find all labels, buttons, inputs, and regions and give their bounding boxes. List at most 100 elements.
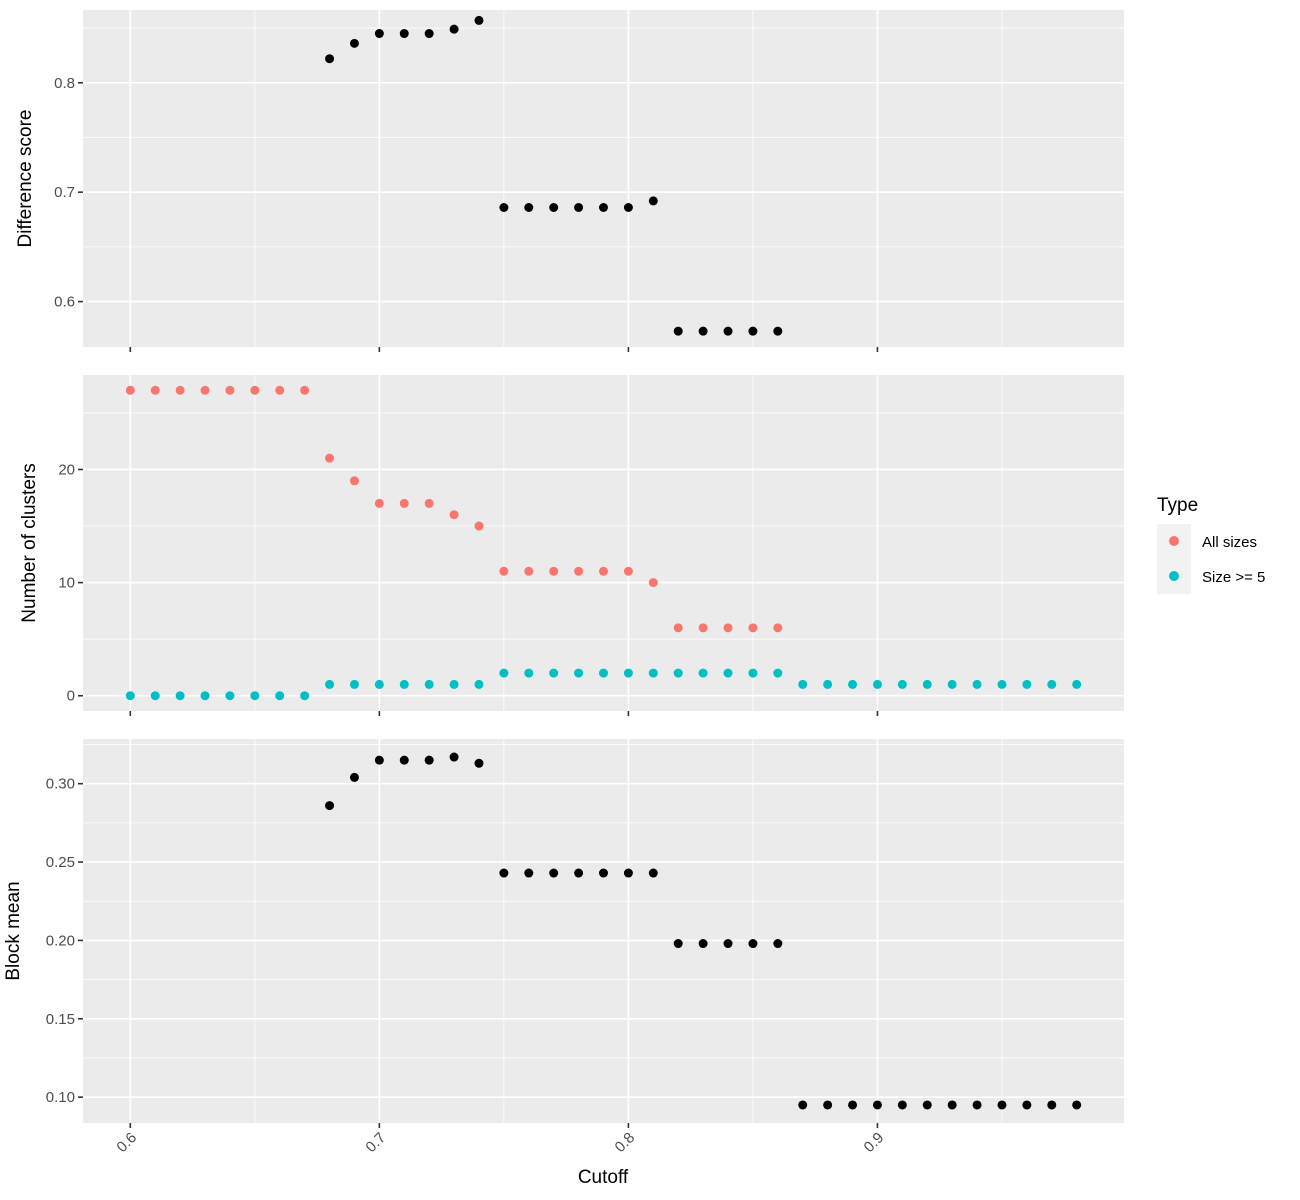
data-point: [325, 801, 335, 811]
data-point: [798, 679, 808, 689]
data-point: [449, 752, 459, 762]
y-tick-label: 20: [58, 461, 75, 478]
data-point: [723, 326, 733, 336]
data-point: [399, 29, 409, 39]
data-point: [997, 1100, 1007, 1110]
data-point: [1072, 1100, 1082, 1110]
data-point: [349, 476, 359, 486]
data-point: [623, 668, 633, 678]
data-point: [947, 1100, 957, 1110]
data-point: [524, 566, 534, 576]
legend-title: Type: [1157, 495, 1198, 516]
x-tick-label: 0.9: [861, 1129, 888, 1156]
data-point: [449, 24, 459, 34]
data-point: [1047, 679, 1057, 689]
panel-background: [83, 10, 1124, 347]
data-point: [748, 668, 758, 678]
data-point: [374, 755, 384, 765]
data-point: [424, 755, 434, 765]
data-point: [698, 623, 708, 633]
data-point: [723, 939, 733, 949]
data-point: [1022, 679, 1032, 689]
data-point: [524, 868, 534, 878]
data-point: [349, 772, 359, 782]
panel-1: 0.6 0.7 0.8 Difference score: [15, 10, 1124, 352]
data-point: [972, 1100, 982, 1110]
data-point: [574, 566, 584, 576]
panel-background: [83, 739, 1124, 1123]
data-point: [574, 202, 584, 212]
data-point: [574, 668, 584, 678]
data-point: [449, 679, 459, 689]
data-point: [300, 691, 310, 701]
data-point: [648, 868, 658, 878]
legend-key-all-sizes: [1169, 536, 1179, 546]
data-point: [848, 1100, 858, 1110]
data-point: [897, 679, 907, 689]
y-tick-label: 0.30: [46, 776, 75, 793]
data-point: [673, 326, 683, 336]
data-point: [872, 1100, 882, 1110]
y-tick-label: 0: [67, 688, 75, 705]
data-point: [474, 15, 484, 25]
data-point: [823, 679, 833, 689]
data-point: [648, 668, 658, 678]
data-point: [524, 668, 534, 678]
y-tick-label: 10: [58, 575, 75, 592]
data-point: [250, 691, 260, 701]
panel-background: [83, 375, 1124, 711]
data-point: [773, 939, 783, 949]
data-point: [599, 868, 608, 878]
data-point: [773, 326, 783, 336]
legend-key-size-ge-5: [1169, 571, 1179, 581]
data-point: [773, 623, 783, 633]
data-point: [599, 566, 608, 576]
data-point: [972, 679, 982, 689]
series-all-sizes: [125, 385, 783, 633]
data-point: [723, 623, 733, 633]
y-axis-title: Difference score: [15, 110, 36, 248]
data-point: [823, 1100, 833, 1110]
data-point: [648, 578, 658, 588]
data-point: [673, 623, 683, 633]
data-point: [424, 498, 434, 508]
data-point: [723, 668, 733, 678]
data-point: [748, 326, 758, 336]
data-point: [997, 679, 1007, 689]
data-point: [275, 691, 285, 701]
data-point: [673, 939, 683, 949]
data-point: [798, 1100, 808, 1110]
series-size-5: [125, 668, 1082, 701]
legend-label-size-ge-5: Size >= 5: [1202, 569, 1265, 586]
data-point: [698, 939, 708, 949]
data-point: [349, 679, 359, 689]
data-point: [947, 679, 957, 689]
x-tick-label: 0.6: [113, 1129, 140, 1156]
x-tick-label: 0.8: [612, 1129, 639, 1156]
y-tick-label: 0.15: [46, 1011, 75, 1028]
legend-label-all-sizes: All sizes: [1202, 534, 1257, 551]
data-point: [623, 566, 633, 576]
data-point: [150, 385, 160, 395]
data-point: [325, 54, 335, 64]
data-point: [325, 679, 335, 689]
series-points: [325, 15, 783, 336]
data-point: [623, 868, 633, 878]
data-point: [474, 758, 484, 768]
data-point: [1072, 679, 1082, 689]
data-point: [623, 202, 633, 212]
data-point: [773, 668, 783, 678]
data-point: [374, 498, 384, 508]
data-point: [175, 385, 185, 395]
y-tick-label: 0.25: [46, 854, 75, 871]
data-point: [374, 679, 384, 689]
y-tick-label: 0.8: [54, 75, 75, 92]
data-point: [424, 29, 434, 39]
data-point: [250, 385, 260, 395]
series-points: [325, 752, 1082, 1110]
data-point: [150, 691, 160, 701]
data-point: [300, 385, 310, 395]
data-point: [499, 202, 509, 212]
data-point: [399, 755, 409, 765]
